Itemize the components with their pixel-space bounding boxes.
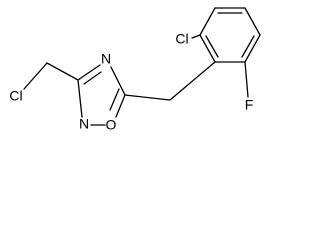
bond bbox=[83, 71, 102, 85]
bond bbox=[205, 35, 219, 58]
bond bbox=[77, 79, 83, 118]
atom-label: N bbox=[79, 116, 89, 132]
bond bbox=[244, 34, 261, 63]
bond bbox=[191, 34, 201, 39]
atom-label: N bbox=[101, 51, 111, 67]
bonds bbox=[23, 7, 261, 126]
bond bbox=[124, 94, 171, 101]
bond bbox=[110, 66, 126, 96]
bond bbox=[169, 61, 216, 101]
bond bbox=[109, 88, 120, 111]
atom-label: O bbox=[106, 117, 117, 133]
bond bbox=[77, 64, 101, 81]
bond bbox=[115, 94, 126, 118]
bond bbox=[46, 62, 79, 81]
atom-label: Cl bbox=[9, 88, 22, 104]
bond bbox=[199, 7, 216, 36]
atom-label: F bbox=[245, 97, 254, 113]
bond bbox=[244, 61, 249, 98]
bond bbox=[23, 62, 48, 90]
molecule-diagram: Cl N N O Cl F bbox=[9, 7, 261, 133]
bond bbox=[241, 35, 255, 58]
bond bbox=[244, 7, 261, 36]
bond bbox=[199, 34, 216, 63]
atom-label: Cl bbox=[175, 31, 188, 47]
